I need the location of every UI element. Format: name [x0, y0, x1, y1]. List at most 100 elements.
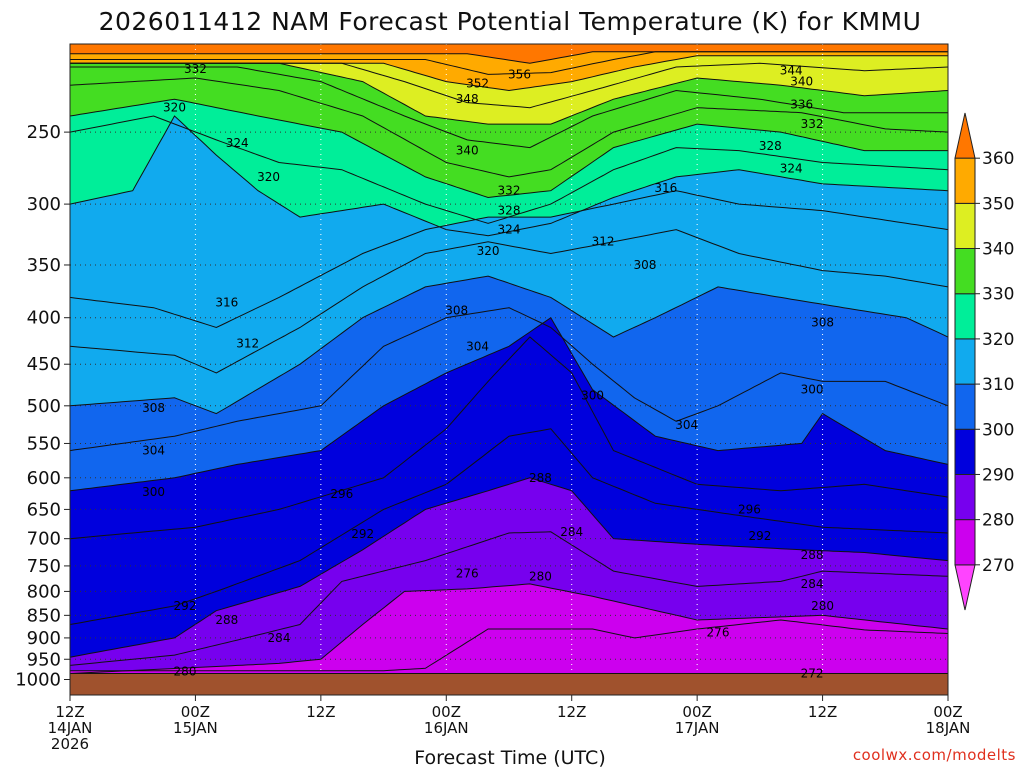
isentrope-280 [70, 583, 948, 674]
contour-label-352-6: 352 [466, 76, 489, 90]
credit-text: coolwx.com/modelts [853, 746, 1016, 764]
contour-label-308-29: 308 [142, 401, 165, 415]
x-tick-label-12-1: 15JAN [173, 719, 218, 737]
x-tick-label-84-1: 18JAN [926, 719, 971, 737]
contour-label-344-8: 344 [780, 64, 803, 78]
x-tick-label-72-0: 12Z [808, 703, 837, 721]
contour-label-284-35: 284 [560, 525, 583, 539]
colorbar-label-310: 310 [982, 375, 1014, 395]
x-tick-label-36-0: 00Z [432, 703, 461, 721]
terrain-fill [70, 673, 948, 695]
contour-label-296-32: 296 [330, 487, 353, 501]
y-axis: 2503003504004505005506006507007508008509… [15, 122, 70, 691]
colorbar-label-330: 330 [982, 285, 1014, 305]
contour-label-312-19: 312 [592, 235, 615, 249]
colorbar-label-280: 280 [982, 511, 1014, 531]
isentrope-308 [70, 275, 948, 415]
y-tick-label-400: 400 [27, 308, 61, 329]
isentrope-284 [70, 531, 948, 666]
isentrope-328 [70, 98, 948, 199]
y-tick-label-650: 650 [27, 499, 61, 520]
contour-label-324-13: 324 [780, 161, 803, 175]
contour-label-332-11: 332 [801, 117, 824, 131]
x-tick-label-84-0: 00Z [933, 703, 962, 721]
contour-label-340-4: 340 [456, 144, 479, 158]
colorbar-band-320 [954, 293, 976, 340]
contour-label-356-7: 356 [508, 67, 531, 81]
isentrope-356 [70, 51, 948, 64]
colorbar-band-360 [954, 112, 976, 159]
x-tick-label-36-1: 16JAN [424, 719, 469, 737]
isentrope-300 [70, 316, 948, 492]
y-tick-label-900: 900 [27, 628, 61, 649]
colorbar-label-360: 360 [982, 149, 1014, 169]
colorbar-label-340: 340 [982, 240, 1014, 260]
colorbar-label-270: 270 [982, 556, 1014, 576]
contour-label-348-5: 348 [456, 92, 479, 106]
y-tick-label-550: 550 [27, 433, 61, 454]
x-tick-label-12-0: 00Z [181, 703, 210, 721]
contour-label-304-25: 304 [675, 418, 698, 432]
x-axis-label: Forecast Time (UTC) [414, 747, 605, 768]
contour-label-292-44: 292 [174, 599, 197, 613]
contour-label-284-46: 284 [268, 631, 291, 645]
contour-label-304-30: 304 [142, 444, 165, 458]
isentrope-320 [70, 115, 948, 237]
y-tick-label-600: 600 [27, 468, 61, 489]
isentrope-304 [70, 307, 948, 452]
contour-label-332-14: 332 [498, 184, 521, 198]
contour-fills [70, 51, 948, 695]
contour-label-308-23: 308 [811, 316, 834, 330]
chart-title: 2026011412 NAM Forecast Potential Temper… [99, 7, 922, 36]
colorbar: 270 280 290 300 310 320 330 340 350 360 [954, 112, 1014, 611]
isentrope-336 [70, 66, 948, 149]
colorbar-label-320: 320 [982, 330, 1014, 350]
colorbar-band-280 [954, 473, 976, 521]
y-tick-label-750: 750 [27, 556, 61, 577]
contour-label-280-40: 280 [811, 599, 834, 613]
colorbar-band-350 [954, 157, 976, 204]
y-tick-label-1000: 1000 [15, 670, 61, 691]
contour-label-296-36: 296 [738, 502, 761, 516]
colorbar-band-330 [954, 248, 976, 295]
contour-label-272-48: 272 [801, 667, 824, 681]
contour-label-324-2: 324 [226, 136, 249, 150]
contour-label-284-39: 284 [801, 577, 824, 591]
isentrope-296 [70, 336, 948, 540]
contour-label-280-47: 280 [174, 665, 197, 679]
colorbar-band-300 [954, 383, 976, 430]
y-tick-label-450: 450 [27, 354, 61, 375]
contour-label-276-41: 276 [707, 626, 730, 640]
contour-label-324-16: 324 [498, 223, 521, 237]
contour-label-300-31: 300 [142, 485, 165, 499]
colorbar-band-260 [954, 564, 976, 611]
x-tick-label-0-1: 14JAN [48, 719, 93, 737]
isentrope-324 [70, 115, 948, 224]
isentrope-348 [70, 55, 948, 92]
x-tick-label-24-0: 12Z [306, 703, 335, 721]
x-tick-label-0-2: 2026 [51, 735, 89, 753]
contour-label-320-3: 320 [257, 170, 280, 184]
contour-label-328-15: 328 [498, 204, 521, 218]
contour-label-320-17: 320 [477, 244, 500, 258]
x-tick-label-60-0: 00Z [682, 703, 711, 721]
contour-label-336-10: 336 [790, 97, 813, 111]
y-tick-label-250: 250 [27, 122, 61, 143]
colorbar-band-290 [954, 428, 976, 475]
y-tick-label-350: 350 [27, 255, 61, 276]
colorbar-label-300: 300 [982, 420, 1014, 440]
y-tick-label-500: 500 [27, 396, 61, 417]
contour-label-288-34: 288 [529, 471, 552, 485]
contour-label-300-26: 300 [801, 383, 824, 397]
plot-frame [69, 43, 949, 696]
isentrope-276 [70, 619, 948, 672]
y-tick-label-950: 950 [27, 649, 61, 670]
contour-label-312-28: 312 [236, 337, 259, 351]
contour-label-288-38: 288 [801, 548, 824, 562]
colorbar-band-270 [954, 519, 976, 566]
isentrope-332 [70, 77, 948, 178]
x-tick-label-60-1: 17JAN [675, 719, 720, 737]
